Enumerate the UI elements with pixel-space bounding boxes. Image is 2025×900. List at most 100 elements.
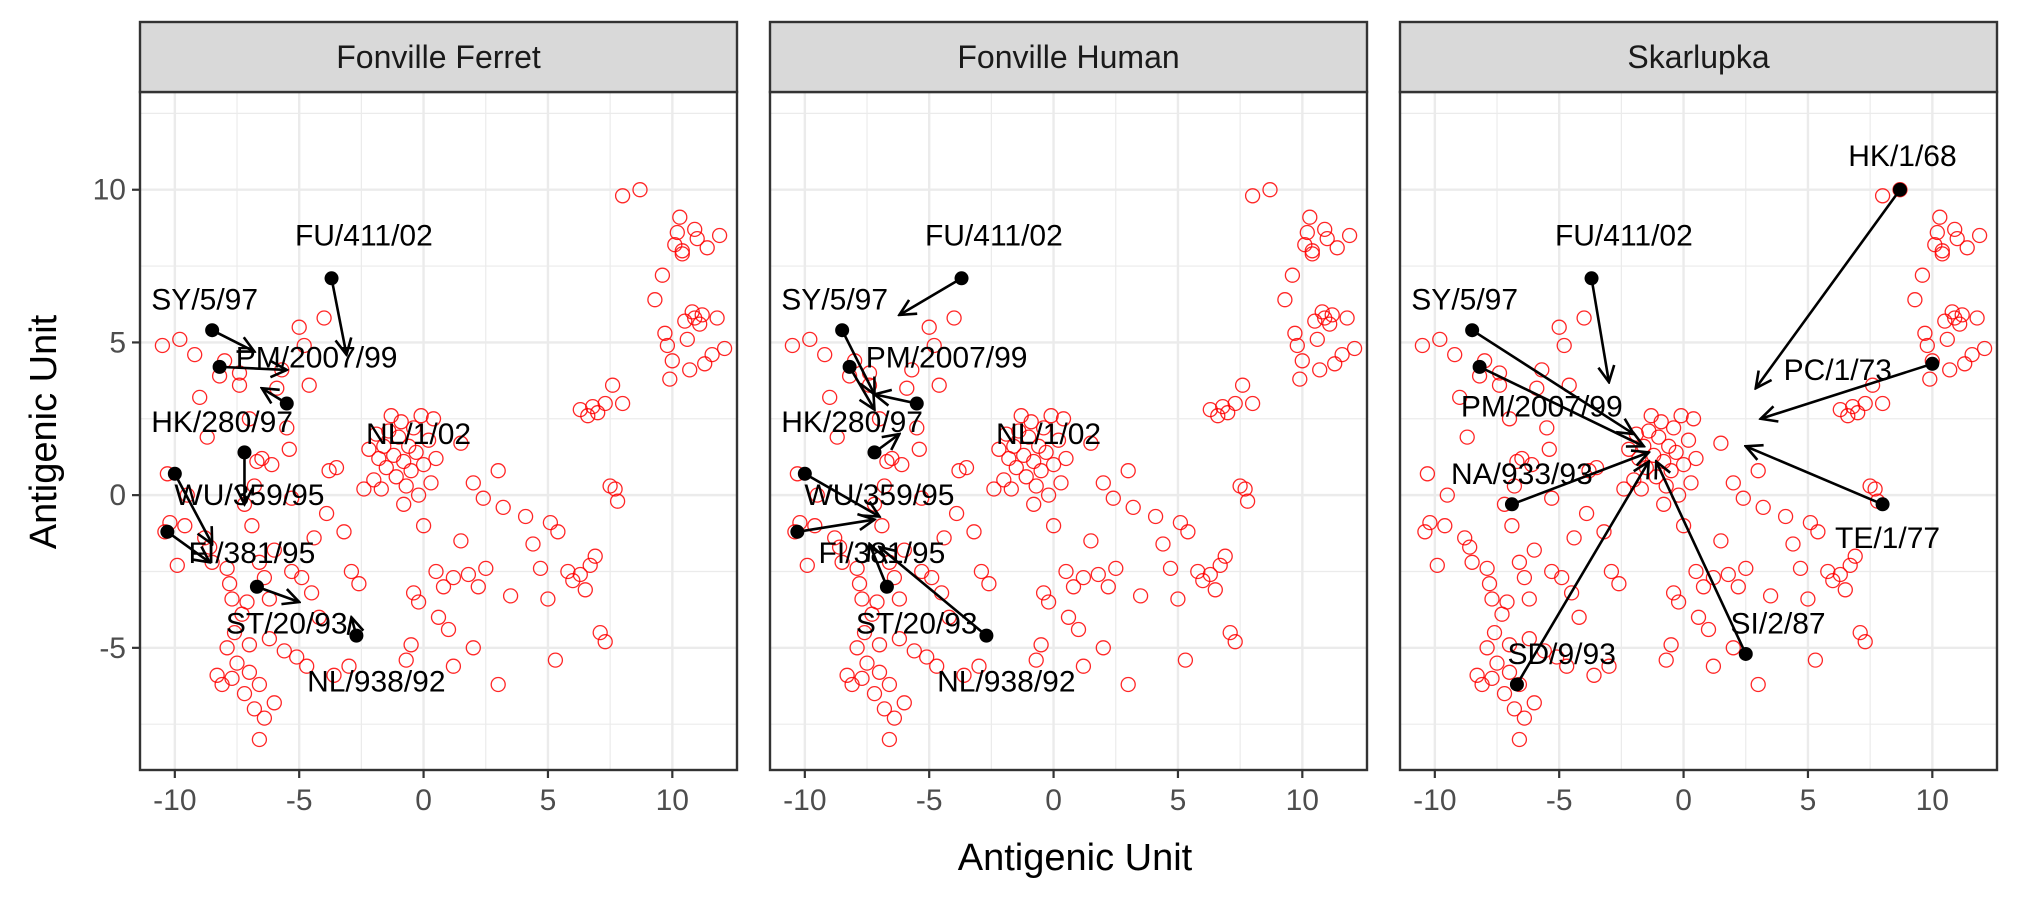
data-point <box>440 621 457 638</box>
data-point <box>376 438 392 454</box>
data-point <box>1244 188 1261 204</box>
titer-arrow <box>173 473 212 544</box>
data-point <box>704 346 720 363</box>
data-point <box>1964 346 1980 363</box>
data-point <box>1050 432 1067 448</box>
data-point <box>1341 227 1358 244</box>
y-tick-label: 10 <box>93 174 126 207</box>
data-point <box>958 459 975 476</box>
data-point <box>470 579 486 595</box>
data-point <box>296 337 312 354</box>
data-point <box>383 408 399 424</box>
strain-point <box>167 466 182 481</box>
data-point <box>1957 356 1973 372</box>
data-point <box>1307 313 1323 329</box>
data-point <box>1683 475 1699 491</box>
data-point <box>699 240 715 256</box>
strain-point <box>279 396 294 411</box>
data-point <box>1695 579 1712 595</box>
data-point <box>956 667 972 683</box>
data-point <box>1202 566 1218 583</box>
data-point <box>256 710 273 726</box>
data-point <box>911 441 927 457</box>
data-point <box>1489 655 1505 671</box>
data-point <box>899 380 915 396</box>
data-point <box>1524 456 1540 473</box>
data-point <box>876 478 893 494</box>
data-point <box>378 459 394 476</box>
strain-point <box>160 524 175 539</box>
data-point <box>1581 463 1597 479</box>
data-point <box>592 624 608 641</box>
data-point <box>831 539 848 555</box>
data-point <box>415 518 432 534</box>
strain-label: HK/280/97 <box>781 406 923 439</box>
data-point <box>851 576 868 592</box>
data-point <box>1180 524 1196 540</box>
data-point <box>1147 508 1164 525</box>
data-point <box>177 518 193 534</box>
data-point <box>1840 408 1856 424</box>
data-point <box>1947 221 1963 238</box>
data-point <box>1501 637 1518 653</box>
data-point <box>1462 539 1478 555</box>
data-point <box>219 640 235 656</box>
data-point <box>396 453 412 470</box>
titer-arrow <box>256 585 299 602</box>
data-point <box>405 420 422 436</box>
data-point <box>1665 585 1682 601</box>
data-point <box>241 411 258 427</box>
data-point <box>1222 624 1238 641</box>
data-point <box>1479 560 1495 577</box>
data-point <box>904 362 920 378</box>
data-point <box>1934 246 1950 262</box>
data-point <box>931 377 947 393</box>
data-point <box>179 487 195 503</box>
titer-arrow <box>1511 452 1649 506</box>
data-point <box>909 420 925 436</box>
data-point <box>517 508 534 525</box>
data-point <box>1304 246 1320 262</box>
titer-arrow <box>1756 188 1902 389</box>
titer-arrow <box>330 278 347 354</box>
strain-point <box>909 396 924 411</box>
data-point <box>1302 209 1318 225</box>
data-point <box>716 340 733 357</box>
data-point <box>1339 310 1355 326</box>
data-point <box>572 566 588 583</box>
data-point <box>817 346 833 363</box>
data-point <box>1544 490 1560 506</box>
data-point <box>1750 463 1766 479</box>
data-point <box>1033 463 1049 479</box>
data-point <box>1172 514 1189 531</box>
data-point <box>560 563 576 580</box>
data-point <box>587 548 603 564</box>
data-point <box>256 569 273 586</box>
data-point <box>1028 478 1044 494</box>
data-point <box>856 624 873 641</box>
strain-point <box>1925 356 1940 371</box>
data-point <box>1504 518 1520 534</box>
data-point <box>607 481 623 497</box>
data-point <box>1207 582 1223 598</box>
data-point <box>1800 591 1816 607</box>
data-point <box>951 463 967 479</box>
data-point <box>1559 658 1575 674</box>
titer-arrow <box>1515 462 1649 686</box>
facet-title: Skarlupka <box>1627 39 1770 75</box>
strain-point <box>324 271 339 286</box>
data-point <box>1633 481 1649 497</box>
data-point <box>423 475 439 491</box>
titer-arrow <box>848 366 875 410</box>
data-point <box>214 676 230 693</box>
data-point <box>881 676 898 693</box>
data-point <box>1720 566 1736 583</box>
data-point <box>827 530 843 546</box>
data-point <box>1217 548 1233 564</box>
data-point <box>849 640 865 656</box>
data-point <box>784 337 801 354</box>
data-point <box>1656 496 1672 512</box>
data-point <box>1437 518 1453 534</box>
data-point <box>251 676 268 693</box>
data-point <box>1045 518 1062 534</box>
